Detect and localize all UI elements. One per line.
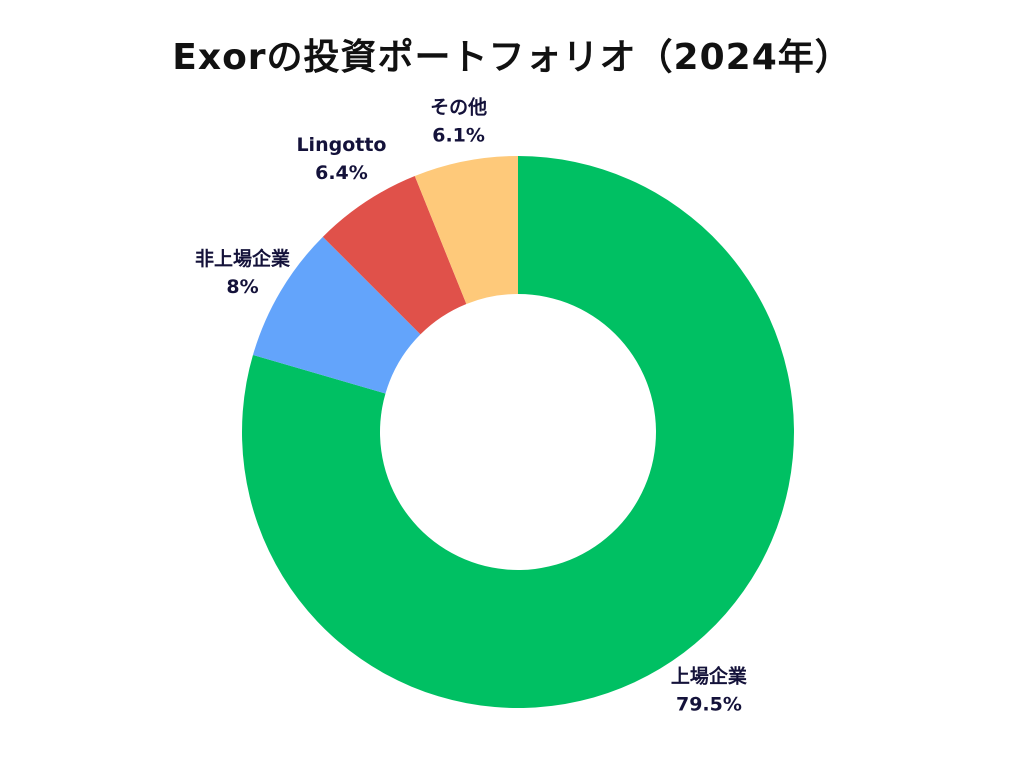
slice-3: [322, 176, 467, 335]
slice-label-3: Lingotto: [296, 134, 386, 156]
slice-value-1: 79.5%: [676, 693, 742, 715]
labels-group: 上場企業 79.5% 非上場企業 8% Lingotto 6.4% その他 6.1%: [195, 96, 748, 716]
slice-4: [414, 156, 518, 305]
slice-value-2: 8%: [226, 276, 258, 298]
slice-1: [241, 156, 794, 708]
slice-label-1: 上場企業: [671, 664, 748, 687]
slice-label-4: その他: [430, 96, 487, 119]
slice-value-3: 6.4%: [315, 162, 368, 184]
slice-label-2: 非上場企業: [195, 247, 291, 270]
slice-2: [252, 236, 421, 394]
slices-group: [241, 156, 794, 708]
chart-title: Exorの投資ポートフォリオ（2024年）: [172, 37, 852, 78]
slice-value-4: 6.1%: [432, 125, 485, 147]
